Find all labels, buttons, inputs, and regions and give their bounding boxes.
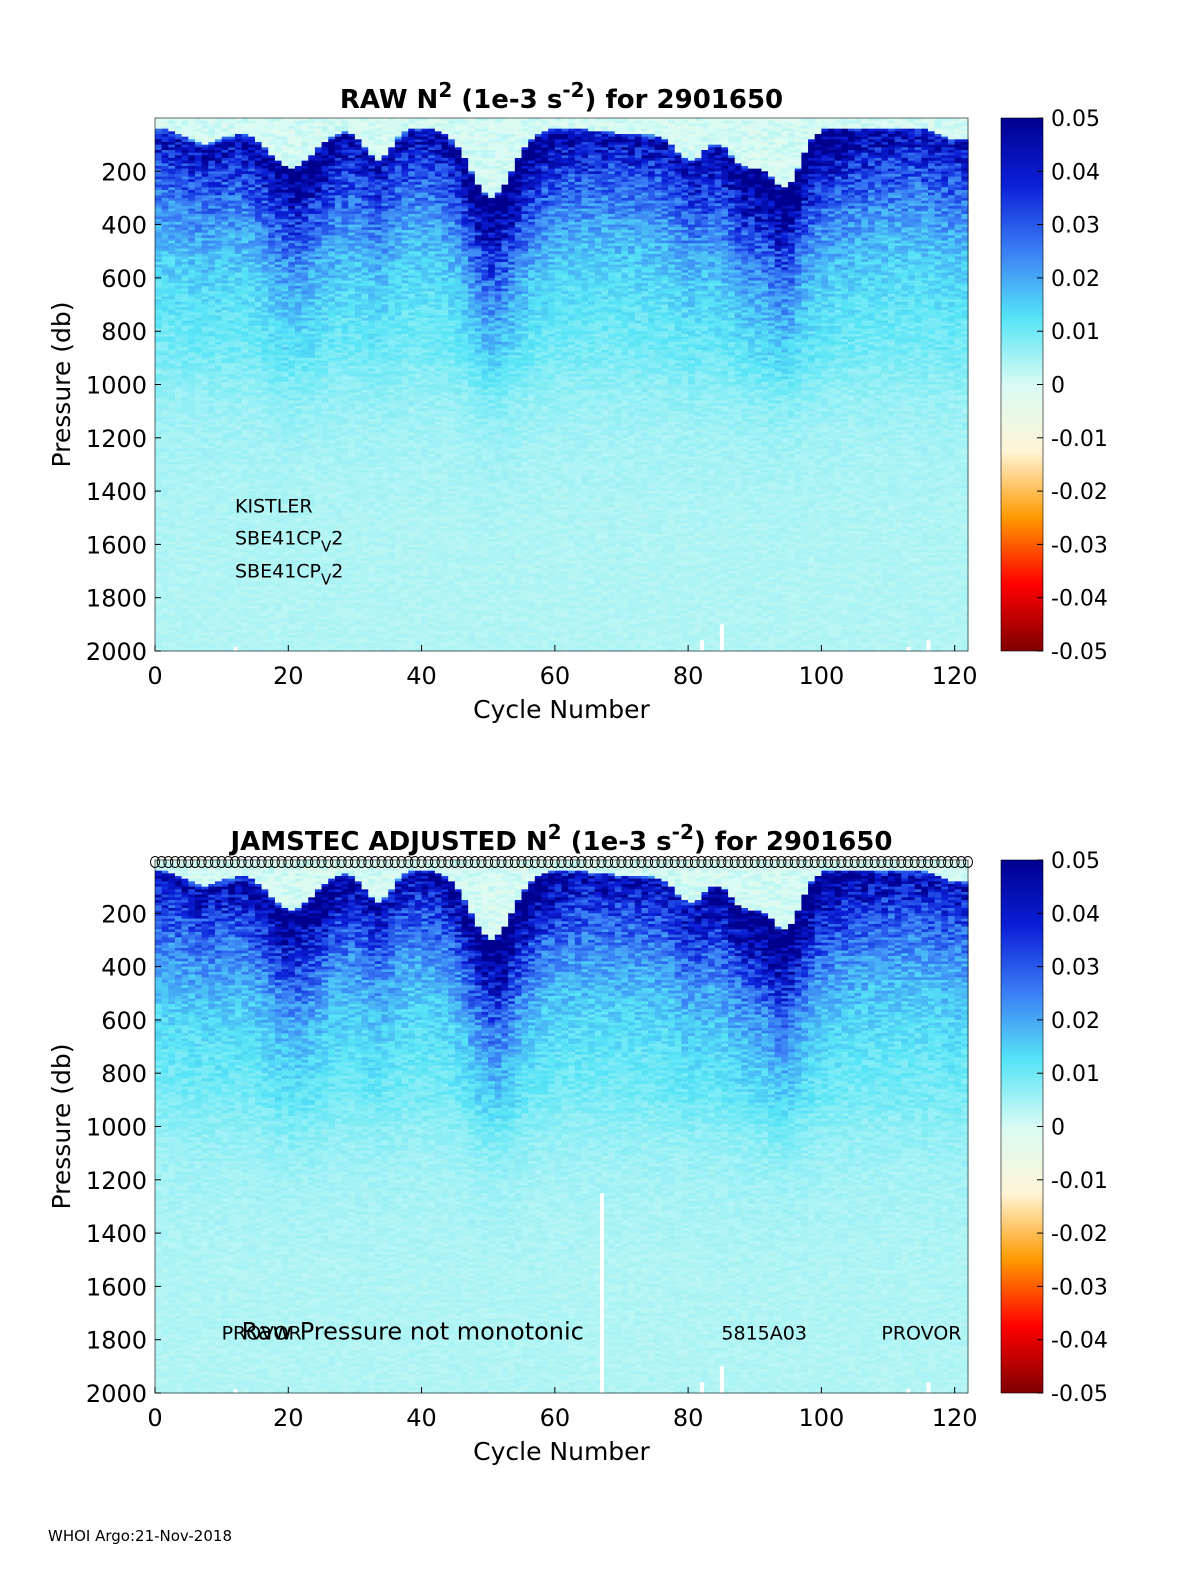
- figure: 0 20 40 60 80 100 1202004006008001000120014001…: [0, 0, 1200, 1575]
- raw-n2-panel: 0 20 40 60 80 100 1202004006008001000120014001…: [47, 78, 1108, 724]
